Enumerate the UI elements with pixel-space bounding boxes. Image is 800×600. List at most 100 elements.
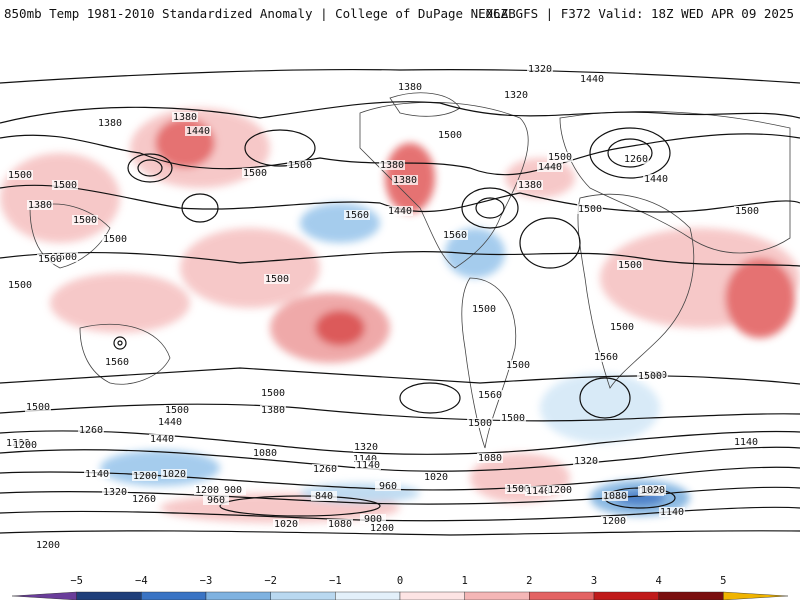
contour-label-bg (637, 371, 663, 381)
contour-label-bg (260, 405, 286, 415)
contour-label: 1200 (195, 485, 219, 496)
contour-label: 1140 (356, 460, 380, 471)
colorbar-swatch (76, 591, 142, 600)
contour-label-bg (579, 74, 605, 84)
colorbar-tick-label: −5 (70, 575, 83, 587)
contour-label: 1020 (274, 519, 298, 530)
contour-label: 1500 (638, 371, 662, 382)
contour-label-bg (157, 417, 183, 427)
contour-label: 1380 (518, 180, 542, 191)
contour-label: 1440 (186, 126, 210, 137)
contour-label-bg (242, 168, 268, 178)
contour-label-bg (7, 170, 33, 180)
contour-label: 1080 (478, 453, 502, 464)
contour-label-bg (252, 448, 278, 458)
contour-label: 1440 (150, 434, 174, 445)
colorbar-ticks: −5 −4 −3 −2 −1 0 1 2 3 4 5 (70, 575, 726, 587)
contour-label: 1500 (53, 252, 77, 263)
contour-label-bg (525, 486, 551, 496)
contour-label: 1200 (133, 471, 157, 482)
colorbar-tick-label: 4 (656, 575, 662, 587)
contour-label-bg (734, 206, 760, 216)
contour-label: 1500 (468, 418, 492, 429)
contour-label: 1500 (265, 274, 289, 285)
contour-label: 1080 (328, 519, 352, 530)
contour-label-bg (643, 174, 669, 184)
contour-label: 1560 (345, 210, 369, 221)
contour-label-bg (104, 357, 130, 367)
colorbar-swatches (11, 591, 789, 600)
contour-label: 1320 (103, 487, 127, 498)
contour-label: 1500 (288, 160, 312, 171)
contour-label-bg (423, 472, 449, 482)
contour-label: 1020 (641, 485, 665, 496)
contour-label: 1020 (162, 469, 186, 480)
contour-label-bg (477, 390, 503, 400)
contour-label: 1500 (618, 260, 642, 271)
contour-label-bg (369, 523, 395, 533)
contour-label: 1380 (380, 160, 404, 171)
contour-label: 1260 (132, 494, 156, 505)
contour-label: 1500 (8, 280, 32, 291)
colorbar-swatch (141, 591, 207, 600)
contour-label: 1440 (644, 174, 668, 185)
contour-label-bg (547, 152, 573, 162)
contour-label: 1500 (610, 322, 634, 333)
colorbar-tick-label: 2 (526, 575, 532, 587)
contour-label-bg (194, 485, 220, 495)
contour-label: 1200 (548, 485, 572, 496)
colorbar-swatch (529, 591, 595, 600)
contour-label: 1560 (38, 254, 62, 265)
contour-label-bg (352, 454, 378, 464)
contour-label-bg (161, 469, 187, 479)
contour-label: 1500 (548, 152, 572, 163)
contour-label-bg (601, 516, 627, 526)
contour-label: 1500 (53, 180, 77, 191)
contour-label-bg (84, 469, 110, 479)
contour-label: 960 (207, 495, 225, 506)
colorbar-tick-label: −4 (135, 575, 148, 587)
contour-label-bg (353, 442, 379, 452)
contour-label: 1500 (472, 304, 496, 315)
contour-label: 1440 (580, 74, 604, 85)
contour-label: 1560 (478, 390, 502, 401)
colorbar-swatch (399, 591, 465, 600)
colorbar-tick-label: 1 (462, 575, 468, 587)
contour-label-bg (102, 487, 128, 497)
contour-label: 1380 (28, 200, 52, 211)
contour-label: 1140 (734, 437, 758, 448)
colorbar-swatch (11, 591, 77, 600)
contour-label: 1380 (398, 82, 422, 93)
contour-label-bg (442, 230, 468, 240)
contour-label: 1560 (443, 230, 467, 241)
contour-label: 1500 (506, 360, 530, 371)
contour-label-bg (7, 280, 33, 290)
contour-label-bg (220, 485, 246, 495)
contour-label-bg (52, 252, 78, 262)
contour-labels: 1320 1380 1440 1380 1320 1380 1440 1500 1260 1380… (5, 64, 760, 551)
contour-label-bg (505, 360, 531, 370)
map-title: 850mb Temp 1981-2010 Standardized Anomal… (4, 6, 516, 21)
contour-label-bg (547, 485, 573, 495)
contour-label-bg (25, 402, 51, 412)
contour-label-bg (573, 456, 599, 466)
contour-label-bg (375, 481, 401, 491)
contour-label: 1380 (261, 405, 285, 416)
contour-label-bg (392, 175, 418, 185)
contour-label: 1500 (438, 130, 462, 141)
contour-label: 1140 (526, 486, 550, 497)
contour-label-bg (602, 491, 628, 501)
contour-label: 1200 (602, 516, 626, 527)
contour-label: 1260 (79, 425, 103, 436)
contour-label: 1200 (36, 540, 60, 551)
contour-label: 1440 (388, 206, 412, 217)
contour-label-bg (102, 234, 128, 244)
contour-label-bg (72, 215, 98, 225)
contour-label: 1380 (173, 112, 197, 123)
colorbar-swatch (464, 591, 530, 600)
contour-label: 1320 (574, 456, 598, 467)
contour-label: 840 (315, 491, 333, 502)
contour-label: 1320 (354, 442, 378, 453)
contour-label-bg (397, 82, 423, 92)
contour-label: 1020 (424, 472, 448, 483)
